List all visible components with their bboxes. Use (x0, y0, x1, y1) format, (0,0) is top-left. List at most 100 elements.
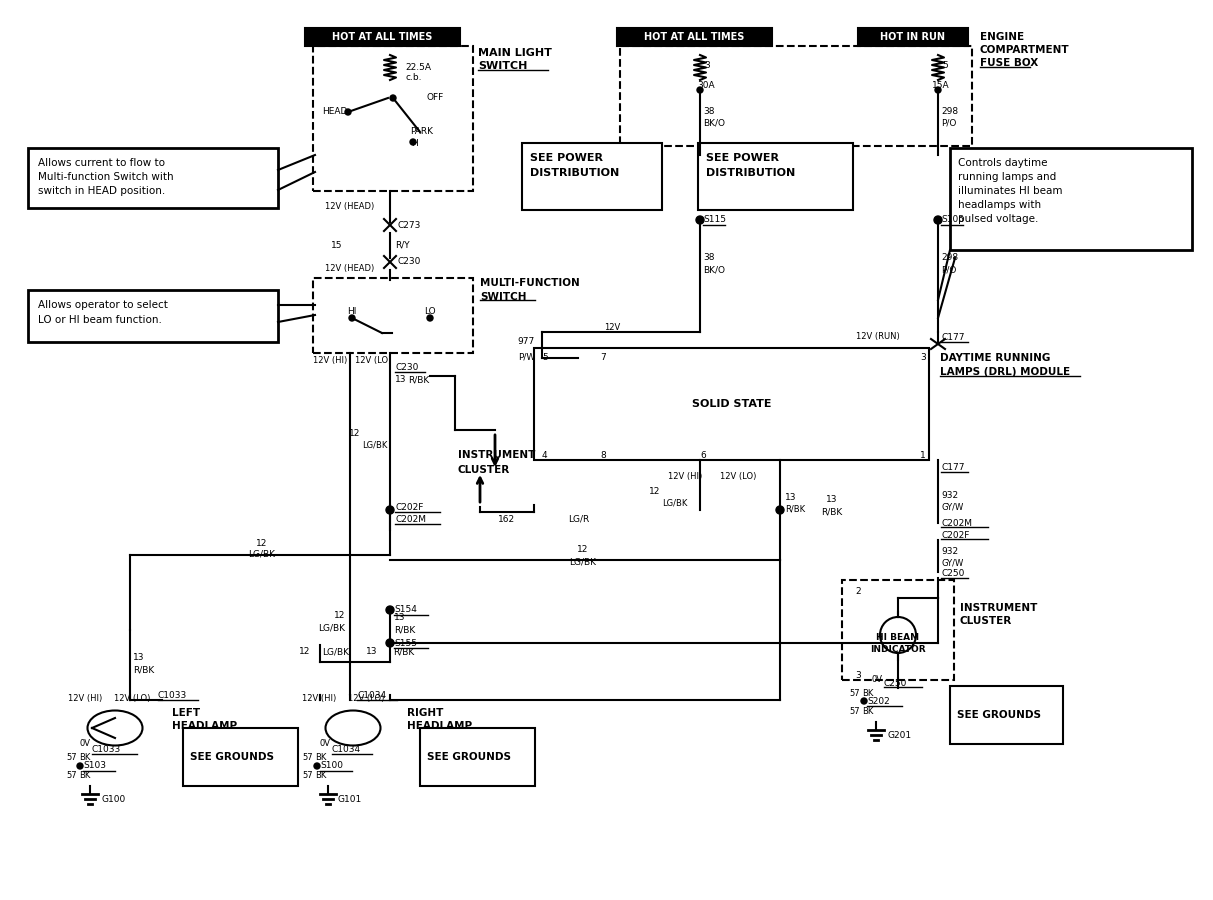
Text: C1034: C1034 (357, 690, 386, 699)
Text: 12: 12 (334, 611, 344, 620)
Text: ENGINE: ENGINE (980, 32, 1024, 42)
Text: Allows operator to select: Allows operator to select (38, 300, 167, 310)
Text: HEADLAMP: HEADLAMP (172, 721, 237, 731)
Text: S155: S155 (394, 638, 417, 647)
Text: 3: 3 (919, 354, 926, 363)
Circle shape (934, 216, 943, 224)
FancyBboxPatch shape (183, 728, 298, 786)
Text: 298: 298 (941, 107, 958, 116)
Text: 162: 162 (499, 515, 516, 524)
Text: Multi-function Switch with: Multi-function Switch with (38, 172, 173, 182)
Circle shape (427, 315, 433, 321)
Text: R/BK: R/BK (785, 505, 805, 514)
Text: 13: 13 (395, 375, 406, 384)
Text: MULTI-FUNCTION: MULTI-FUNCTION (480, 278, 580, 288)
Text: 977: 977 (518, 338, 535, 346)
Text: SEE GROUNDS: SEE GROUNDS (957, 710, 1041, 720)
Text: HOT IN RUN: HOT IN RUN (881, 32, 945, 42)
Text: BK: BK (79, 771, 91, 780)
Text: DAYTIME RUNNING: DAYTIME RUNNING (940, 353, 1050, 363)
Text: 38: 38 (704, 107, 714, 116)
Text: INSTRUMENT: INSTRUMENT (459, 450, 535, 460)
Text: C202F: C202F (395, 503, 423, 512)
Text: 12V (LO): 12V (LO) (355, 356, 392, 364)
Text: running lamps and: running lamps and (958, 172, 1057, 182)
Text: 57: 57 (302, 771, 313, 780)
Text: HI BEAM: HI BEAM (877, 634, 919, 643)
Text: 13: 13 (394, 614, 405, 623)
Text: HEADLAMP: HEADLAMP (408, 721, 472, 731)
Text: R/Y: R/Y (395, 240, 410, 249)
Text: CLUSTER: CLUSTER (959, 616, 1013, 626)
Text: 932: 932 (941, 547, 958, 556)
Text: illuminates HI beam: illuminates HI beam (958, 186, 1063, 196)
Text: 12V (HEAD): 12V (HEAD) (325, 202, 375, 211)
Text: HEAD: HEAD (323, 107, 348, 116)
Text: 6: 6 (700, 451, 706, 460)
Text: SWITCH: SWITCH (480, 292, 526, 302)
Text: CLUSTER: CLUSTER (459, 465, 511, 475)
Text: HOT AT ALL TIMES: HOT AT ALL TIMES (332, 32, 432, 42)
Text: C230: C230 (398, 257, 421, 266)
Text: S115: S115 (704, 215, 727, 224)
FancyBboxPatch shape (858, 28, 968, 46)
Text: SEE POWER: SEE POWER (530, 153, 603, 163)
Text: 12V (LO): 12V (LO) (348, 694, 385, 703)
Text: 12: 12 (577, 545, 588, 554)
Text: c.b.: c.b. (405, 74, 421, 83)
Text: pulsed voltage.: pulsed voltage. (958, 214, 1038, 224)
Circle shape (349, 315, 355, 321)
Text: 3: 3 (855, 670, 861, 680)
Circle shape (386, 606, 394, 614)
Text: LAMPS (DRL) MODULE: LAMPS (DRL) MODULE (940, 367, 1070, 377)
Text: RIGHT: RIGHT (408, 708, 444, 718)
Text: PARK: PARK (410, 128, 433, 137)
FancyBboxPatch shape (950, 686, 1063, 744)
Text: 12: 12 (348, 428, 360, 437)
Text: 0V: 0V (319, 739, 330, 748)
Text: Allows current to flow to: Allows current to flow to (38, 158, 165, 168)
Text: 4: 4 (542, 451, 547, 460)
Text: LO: LO (425, 308, 435, 317)
Text: INDICATOR: INDICATOR (870, 645, 926, 654)
Text: GY/W: GY/W (941, 559, 963, 568)
Circle shape (935, 87, 941, 93)
Text: C177: C177 (941, 332, 964, 341)
Circle shape (386, 506, 394, 514)
Text: 12: 12 (649, 488, 660, 497)
Text: C177: C177 (941, 463, 964, 472)
Text: 12V (LO): 12V (LO) (114, 694, 150, 703)
Text: 57: 57 (849, 707, 860, 716)
Text: 12V (HI): 12V (HI) (68, 694, 102, 703)
Text: 15: 15 (330, 240, 342, 249)
Text: Controls daytime: Controls daytime (958, 158, 1048, 168)
Text: 5: 5 (542, 354, 548, 363)
Text: 12: 12 (298, 647, 311, 656)
Text: LG/BK: LG/BK (569, 557, 597, 566)
Text: R/BK: R/BK (408, 375, 429, 384)
Text: HI: HI (347, 308, 357, 317)
Text: P/O: P/O (941, 119, 956, 128)
FancyBboxPatch shape (522, 143, 662, 210)
Text: 298: 298 (941, 254, 958, 263)
Circle shape (314, 763, 320, 769)
Text: LG/BK: LG/BK (321, 647, 349, 656)
Text: R/BK: R/BK (133, 665, 154, 674)
Text: R/BK: R/BK (394, 626, 415, 634)
Text: S105: S105 (941, 215, 964, 224)
Text: 13: 13 (133, 653, 144, 662)
Circle shape (696, 216, 704, 224)
Text: G100: G100 (102, 796, 126, 805)
Text: C1033: C1033 (92, 745, 121, 754)
Text: C202M: C202M (941, 518, 972, 527)
Text: G101: G101 (338, 796, 363, 805)
Text: 57: 57 (67, 753, 76, 762)
Text: LO or HI beam function.: LO or HI beam function. (38, 315, 161, 325)
Text: SWITCH: SWITCH (478, 61, 528, 71)
Text: GY/W: GY/W (941, 502, 963, 511)
Text: 8: 8 (600, 451, 605, 460)
Text: SOLID STATE: SOLID STATE (693, 399, 771, 409)
Text: headlamps with: headlamps with (958, 200, 1041, 210)
Text: LG/BK: LG/BK (662, 499, 688, 508)
Text: S202: S202 (867, 697, 890, 706)
